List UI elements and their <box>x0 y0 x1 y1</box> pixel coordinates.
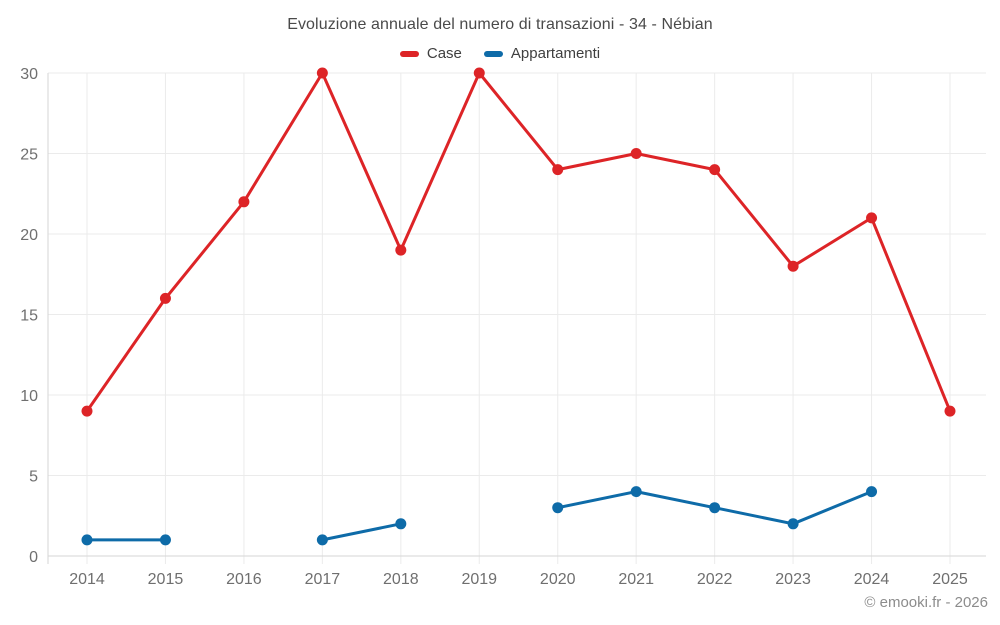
case-data-point[interactable] <box>395 244 407 256</box>
case-data-point[interactable] <box>787 260 799 272</box>
y-tick-label: 20 <box>20 227 38 244</box>
case-data-point[interactable] <box>473 67 485 79</box>
chart-title: Evoluzione annuale del numero di transaz… <box>287 16 713 33</box>
x-tick-label: 2021 <box>618 571 654 588</box>
y-tick-label: 5 <box>29 469 38 486</box>
case-data-point[interactable] <box>709 164 721 176</box>
appartamenti-data-point[interactable] <box>866 486 878 498</box>
case-series-line <box>85 71 952 413</box>
x-tick-label: 2016 <box>226 571 262 588</box>
x-tick-label: 2017 <box>305 571 341 588</box>
y-tick-label: 25 <box>20 147 38 164</box>
case-data-point[interactable] <box>238 196 250 208</box>
case-data-point[interactable] <box>316 67 328 79</box>
appartamenti-series-swatch-icon <box>483 50 503 57</box>
case-data-point[interactable] <box>866 212 878 224</box>
appartamenti-data-point[interactable] <box>787 518 799 530</box>
x-tick-label: 2023 <box>775 571 811 588</box>
x-tick-label: 2019 <box>461 571 497 588</box>
case-data-point[interactable] <box>81 405 93 417</box>
case-data-point[interactable] <box>552 164 564 176</box>
appartamenti-data-point[interactable] <box>630 486 642 498</box>
x-tick-label: 2014 <box>69 571 105 588</box>
copyright-watermark: © emooki.fr - 2026 <box>864 594 988 611</box>
appartamenti-data-point[interactable] <box>81 534 93 546</box>
appartamenti-data-point[interactable] <box>316 534 328 546</box>
appartamenti-data-point[interactable] <box>709 502 721 514</box>
legend-label-case: Case <box>426 45 462 62</box>
chart-legend: Case Appartamenti <box>0 45 1000 62</box>
case-series-swatch-icon <box>399 50 419 57</box>
x-tick-label: 2018 <box>383 571 419 588</box>
x-tick-label: 2025 <box>932 571 968 588</box>
appartamenti-data-point[interactable] <box>395 518 407 530</box>
y-tick-label: 10 <box>20 388 38 405</box>
x-tick-label: 2015 <box>148 571 184 588</box>
case-data-point[interactable] <box>159 292 171 304</box>
y-tick-label: 0 <box>29 549 38 566</box>
appartamenti-series-line <box>320 522 403 542</box>
x-tick-label: 2020 <box>540 571 576 588</box>
legend-item-case[interactable]: Case <box>399 45 462 62</box>
legend-label-appartamenti: Appartamenti <box>510 45 601 62</box>
x-tick-label: 2022 <box>697 571 733 588</box>
x-tick-label: 2024 <box>854 571 890 588</box>
y-tick-label: 15 <box>20 308 38 325</box>
appartamenti-data-point[interactable] <box>552 502 564 514</box>
case-data-point[interactable] <box>944 405 956 417</box>
y-tick-label: 30 <box>20 66 38 83</box>
case-data-point[interactable] <box>630 148 642 159</box>
appartamenti-data-point[interactable] <box>159 534 171 546</box>
legend-item-appartamenti[interactable]: Appartamenti <box>483 45 601 62</box>
